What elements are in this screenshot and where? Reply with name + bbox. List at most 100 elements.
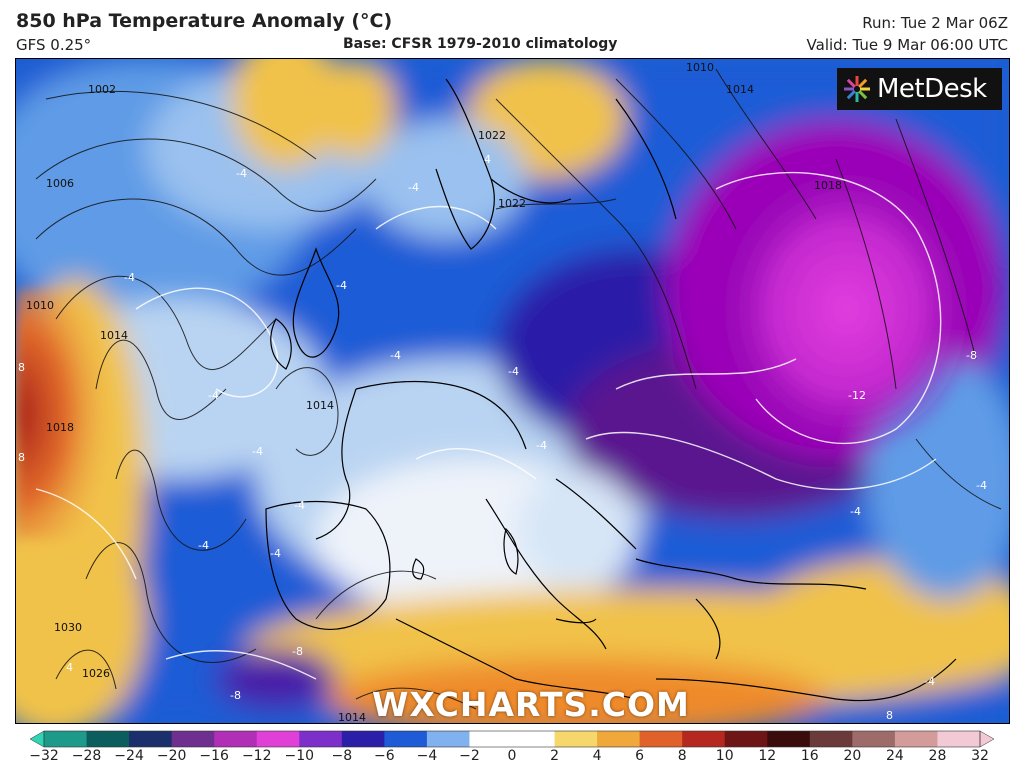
coastlines (265, 78, 957, 702)
colorbar-left-arrow (29, 730, 45, 748)
colorbar-tick-label: 4 (592, 748, 602, 764)
colorbar-tick-label: 16 (800, 748, 819, 764)
anomaly-label: -4 (236, 167, 247, 180)
colorbar-segment (214, 731, 258, 747)
anomaly-labels: -4 -4 -4 -4 -4 -4 -4 -4 -4 -4 -4 -4 -4 -… (18, 153, 987, 722)
isobar-label: 1022 (478, 129, 506, 142)
anomaly-label: -4 (976, 479, 987, 492)
anomaly-map[interactable]: 1002 1006 1010 1014 1018 1022 1026 1030 … (15, 58, 1010, 724)
valid-time-label: Valid: Tue 9 Mar 06:00 UTC (806, 36, 1008, 54)
colorbar-tick-label: −20 (156, 748, 187, 764)
isobar-label: 1014 (306, 399, 334, 412)
colorbar-segment (256, 731, 300, 747)
anomaly-label: 8 (18, 361, 25, 374)
colorbar-segment (724, 731, 768, 747)
anomaly-label: -4 (408, 181, 419, 194)
anomaly-label: 8 (886, 709, 893, 722)
isobar-label: 1010 (26, 299, 54, 312)
colorbar-segment (894, 731, 939, 747)
isobar-label: 1030 (54, 621, 82, 634)
anomaly-contours (35, 171, 942, 680)
colorbar-segment (937, 731, 981, 747)
isobar-label: 1014 (726, 83, 754, 96)
isobar-label: 1002 (88, 83, 116, 96)
anomaly-label: -4 (924, 675, 935, 688)
colorbar-segment (129, 731, 173, 747)
colorbar-segment (299, 731, 343, 747)
isobar-labels: 1002 1006 1010 1014 1018 1022 1026 1030 … (26, 61, 842, 723)
colorbar-tick-label: −12 (241, 748, 272, 764)
colorbar-tick-label: −8 (331, 748, 353, 764)
colorbar-tick-label: −4 (416, 748, 438, 764)
colorbar-right-arrow (979, 730, 995, 748)
colorbar-segment (426, 731, 471, 747)
colorbar-tick-label: −6 (374, 748, 395, 764)
anomaly-label: -4 (270, 547, 281, 560)
colorbar-tick-label: −24 (114, 748, 144, 764)
colorbar-segment (384, 731, 428, 747)
colorbar-segment (767, 731, 811, 747)
metdesk-flower-icon (844, 76, 870, 102)
colorbar: −32 −28 −24 −20 −16 −12 −10 −8 −6 −4 −2 0 2 4 6 8 10 12 16… (29, 730, 995, 784)
colorbar-tick-label: −10 (284, 748, 315, 764)
anomaly-label: -4 (850, 505, 861, 518)
anomaly-label: -8 (230, 689, 241, 702)
colorbar-tick-label: −28 (71, 748, 102, 764)
colorbar-segment (554, 731, 598, 747)
anomaly-label: -4 (208, 389, 219, 402)
colorbar-tick-label: 6 (635, 748, 645, 764)
isobar-label: 1014 (338, 711, 366, 723)
isobar-label: 1022 (498, 197, 526, 210)
wxcharts-watermark: WXCHARTS.COM (372, 685, 690, 724)
colorbar-tick-label: 32 (971, 748, 989, 764)
colorbar-segment (852, 731, 896, 747)
anomaly-label: -4 (198, 539, 209, 552)
isobars (35, 68, 1002, 710)
metdesk-logo-text: MetDesk (877, 74, 987, 104)
anomaly-label: -4 (508, 365, 519, 378)
colorbar-segment (639, 731, 683, 747)
isobar-label: 1010 (686, 61, 714, 74)
colorbar-tick-label: −32 (29, 748, 59, 764)
colorbar-segment (469, 731, 513, 747)
anomaly-label: -4 (252, 445, 263, 458)
isobar-label: 1018 (814, 179, 842, 192)
anomaly-label: -4 (294, 499, 305, 512)
colorbar-segment (44, 731, 88, 747)
colorbar-tick-label: −16 (199, 748, 229, 764)
colorbar-tick-label: 12 (758, 748, 777, 764)
map-canvas: 1002 1006 1010 1014 1018 1022 1026 1030 … (16, 59, 1009, 723)
run-time-label: Run: Tue 2 Mar 06Z (862, 14, 1008, 32)
metdesk-logo: MetDesk (837, 68, 1002, 110)
isobar-label: 1018 (46, 421, 74, 434)
anomaly-label: -4 (390, 349, 401, 362)
anomaly-label: 4 (66, 661, 73, 674)
anomaly-label: -12 (848, 389, 866, 402)
colorbar-strip (29, 730, 995, 748)
anomaly-label: -4 (124, 271, 135, 284)
climatology-base-label: Base: CFSR 1979-2010 climatology (343, 36, 618, 52)
colorbar-tick-label: 24 (885, 748, 904, 764)
colorbar-tick-label: −2 (459, 748, 480, 764)
isobar-label: 1014 (100, 329, 128, 342)
anomaly-label: 4 (484, 153, 491, 166)
colorbar-tick-label: 28 (928, 748, 947, 764)
anomaly-label: -4 (336, 279, 347, 292)
isobar-label: 1026 (82, 667, 110, 680)
colorbar-tick-label: 20 (843, 748, 862, 764)
isobar-label: 1006 (46, 177, 74, 190)
colorbar-tick-label: 10 (715, 748, 734, 764)
colorbar-tick-label: 2 (550, 748, 559, 764)
anomaly-label: 8 (18, 451, 25, 464)
colorbar-segment (682, 731, 726, 747)
model-label: GFS 0.25° (16, 36, 92, 54)
colorbar-segment (597, 731, 641, 747)
colorbar-segment (86, 731, 130, 747)
colorbar-segment (809, 731, 853, 747)
colorbar-segment (512, 731, 556, 747)
anomaly-label: -8 (966, 349, 977, 362)
anomaly-label: -8 (292, 645, 303, 658)
colorbar-segment (341, 731, 385, 747)
chart-title: 850 hPa Temperature Anomaly (°C) (16, 10, 393, 32)
colorbar-segment (171, 731, 215, 747)
